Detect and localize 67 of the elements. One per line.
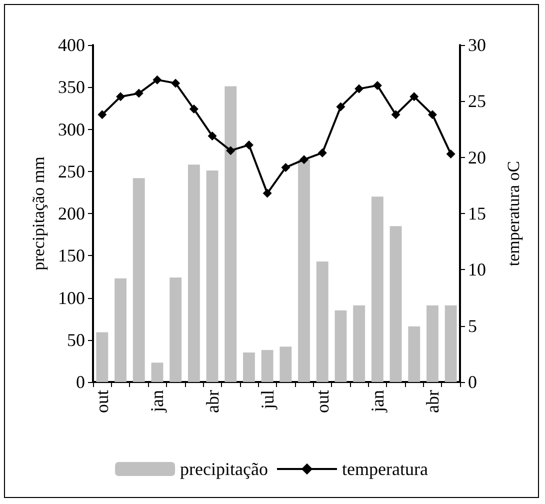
- bar: [243, 352, 255, 382]
- y-tick-label: 150: [58, 246, 85, 266]
- y-tick-label: 100: [58, 288, 85, 308]
- point: [318, 148, 327, 158]
- point: [208, 131, 217, 140]
- bar: [280, 346, 292, 382]
- point: [391, 110, 400, 120]
- y2-axis-title: temperatura oC: [504, 160, 523, 266]
- point: [410, 92, 419, 102]
- point: [336, 102, 346, 112]
- bar: [206, 170, 218, 382]
- y-tick-label: 50: [67, 330, 85, 350]
- bar: [371, 196, 384, 382]
- point: [226, 146, 236, 156]
- bar: [426, 305, 438, 382]
- point: [152, 75, 162, 84]
- x-tick-label: jul: [257, 390, 278, 410]
- bar: [408, 326, 420, 382]
- x-tick-label: out: [92, 390, 112, 414]
- bar: [224, 86, 237, 382]
- bar: [444, 305, 457, 382]
- x-tick-label: jan: [147, 390, 168, 413]
- y-tick-label: 250: [58, 161, 85, 182]
- y2-tick-label: 20: [468, 147, 486, 168]
- x-tick-label: jan: [367, 390, 388, 413]
- x-tick-label: abr: [422, 390, 442, 413]
- y2-tick-label: 25: [468, 91, 486, 112]
- y-tick-label: 0: [76, 372, 85, 392]
- bar: [96, 332, 108, 382]
- bar: [261, 350, 274, 382]
- y2-tick-label: 30: [468, 35, 486, 55]
- legend-label: precipitação: [180, 459, 268, 479]
- x-tick-label: abr: [202, 390, 222, 413]
- point: [428, 110, 437, 120]
- point: [446, 149, 456, 158]
- point: [189, 104, 198, 114]
- bar: [188, 164, 200, 382]
- legend-label: temperatura: [342, 459, 428, 479]
- point: [300, 155, 309, 164]
- bar: [316, 262, 328, 382]
- y-tick-label: 400: [58, 35, 85, 55]
- point: [98, 110, 107, 120]
- bar: [298, 160, 310, 382]
- point: [134, 88, 144, 98]
- x-tick-label: out: [312, 390, 332, 414]
- point: [171, 78, 180, 88]
- y-axis-title: precipitação mm: [29, 156, 48, 270]
- bar: [151, 362, 164, 382]
- bar: [353, 305, 366, 382]
- point: [244, 140, 254, 150]
- bar: [114, 278, 126, 382]
- point: [372, 80, 382, 90]
- point: [354, 84, 364, 94]
- y-tick-label: 300: [58, 119, 85, 140]
- y2-tick-label: 10: [468, 260, 486, 280]
- bar: [132, 178, 145, 382]
- point: [116, 92, 126, 102]
- bar: [390, 226, 402, 382]
- y2-tick-label: 0: [468, 372, 477, 392]
- y2-tick-label: 5: [468, 316, 477, 336]
- y-tick-label: 350: [58, 77, 85, 98]
- y2-tick-label: 15: [468, 204, 486, 224]
- bar: [334, 310, 347, 382]
- point: [262, 188, 272, 198]
- point: [281, 162, 290, 172]
- y-tick-label: 200: [58, 204, 85, 224]
- bar: [170, 278, 182, 382]
